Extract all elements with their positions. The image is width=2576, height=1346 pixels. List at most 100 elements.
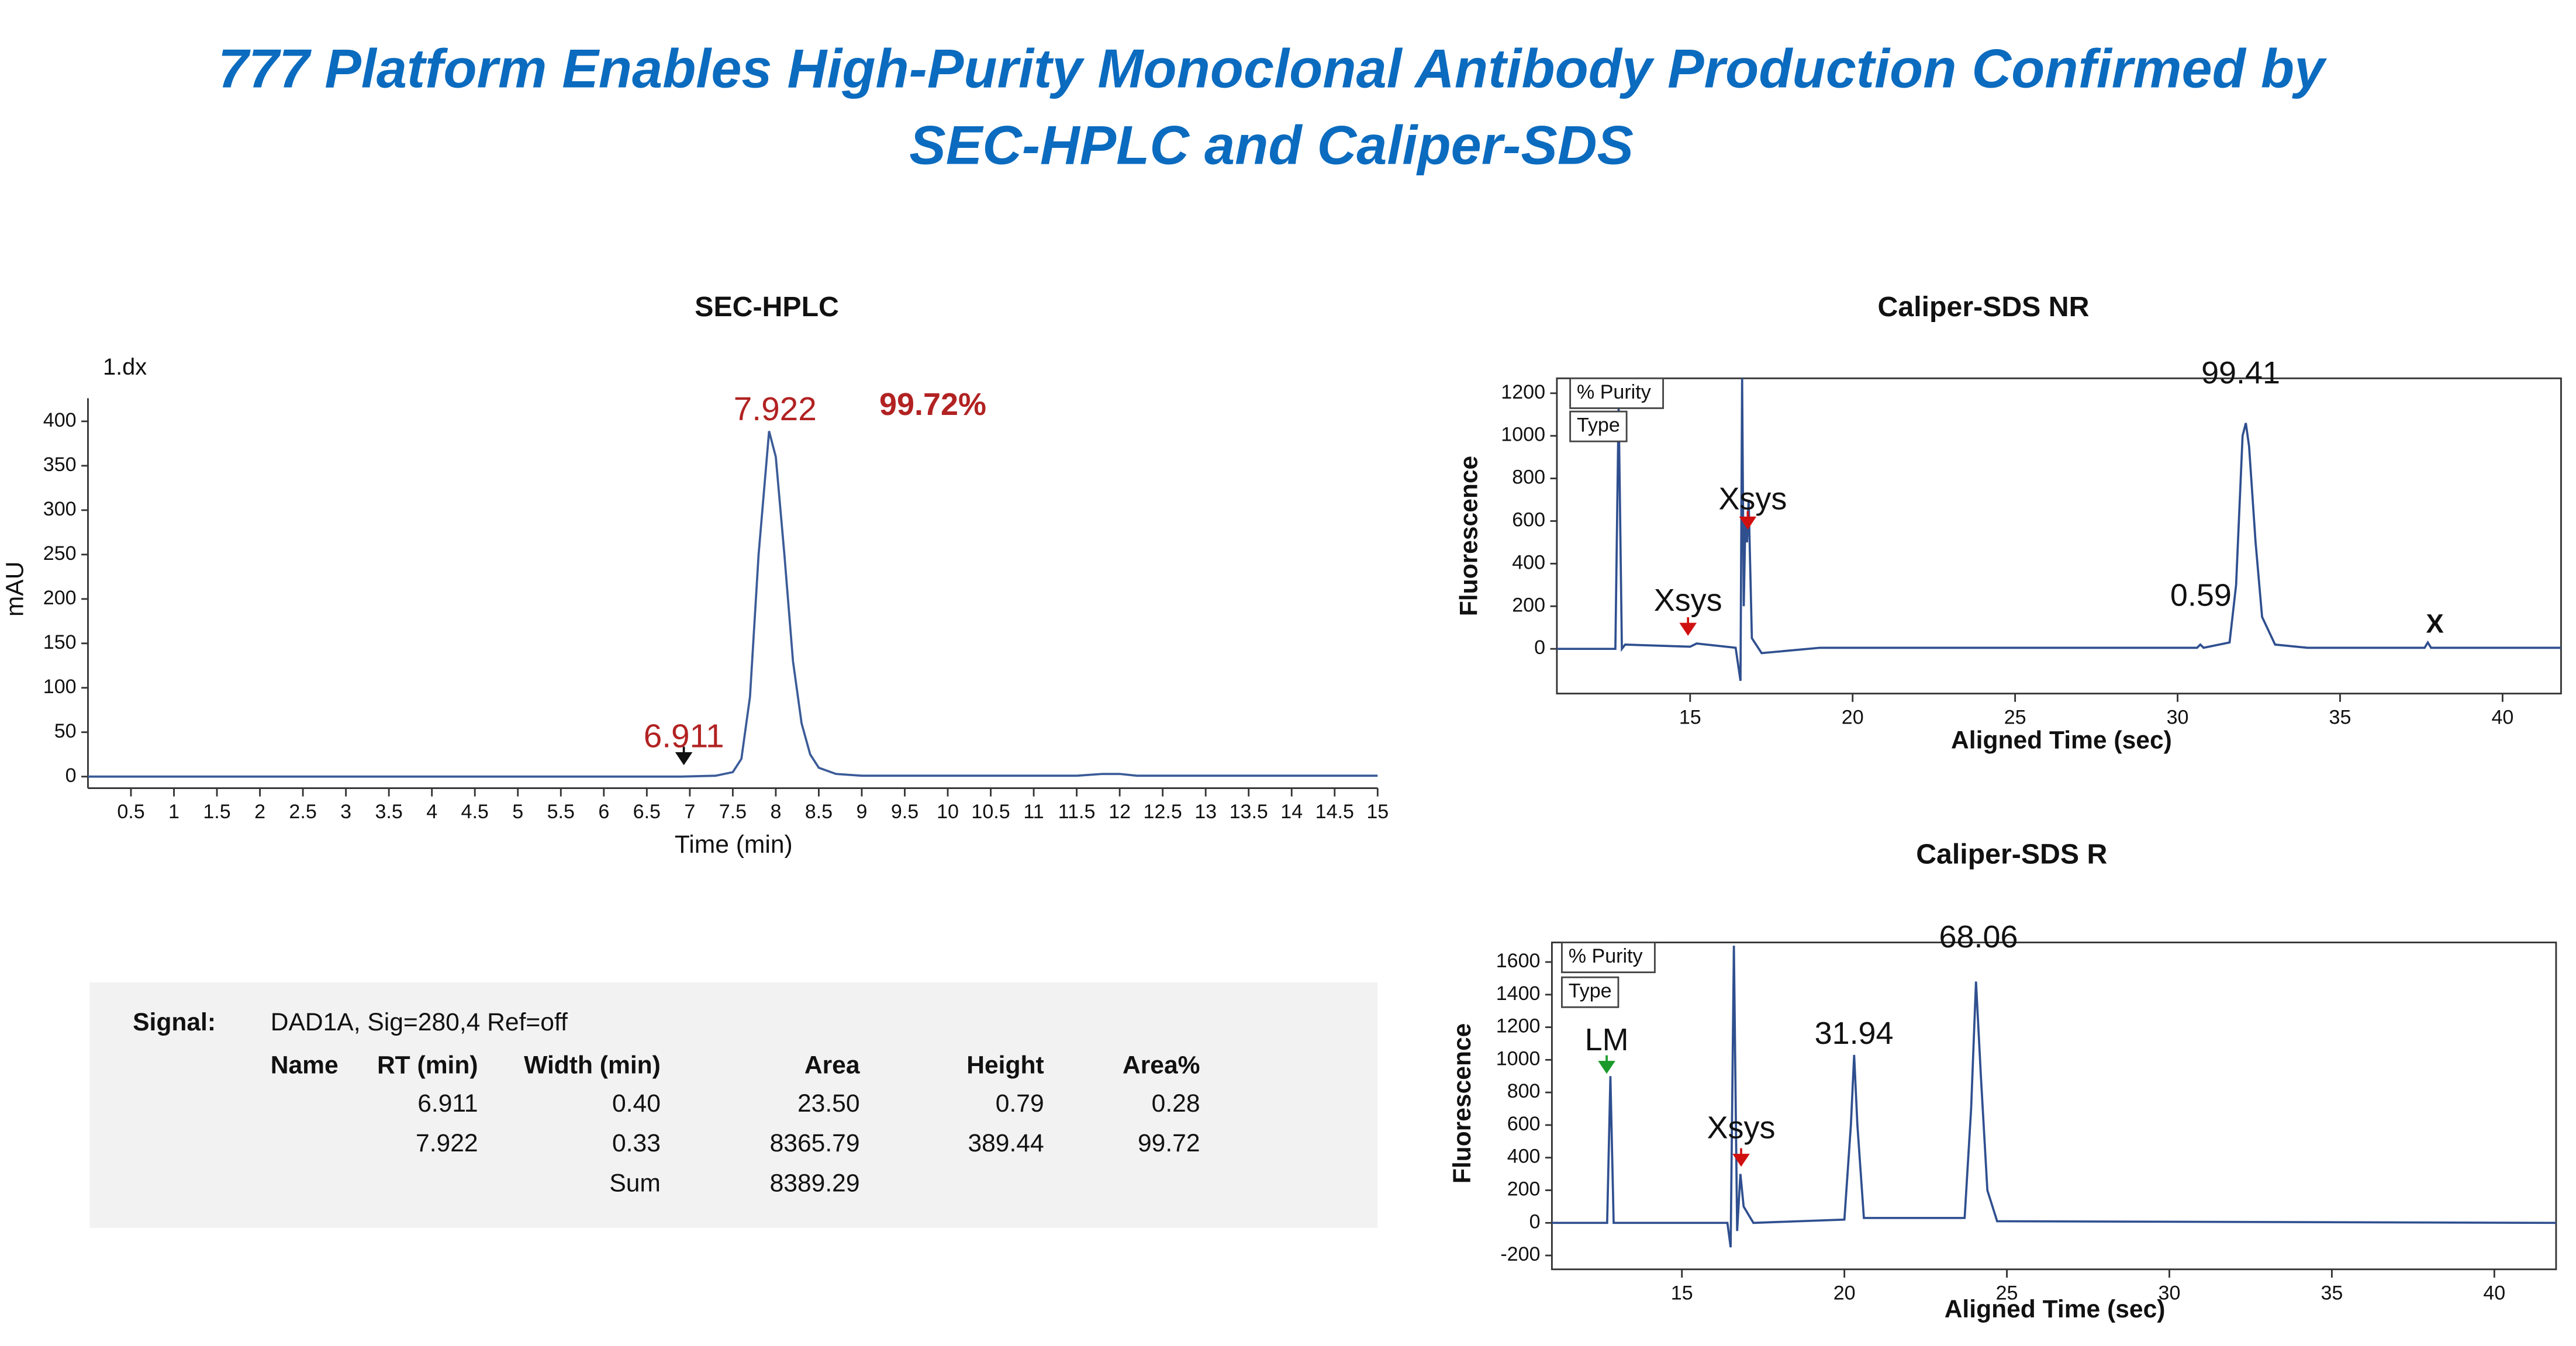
y-tick-label: 400 [1507, 1146, 1541, 1168]
marker-arrow [1739, 511, 1757, 530]
marker-arrow [1598, 1055, 1615, 1074]
marker-arrow [1732, 1148, 1750, 1167]
y-tick-label: 0 [1534, 636, 1545, 659]
x-tick-label: 5 [512, 801, 523, 823]
chart-title: SEC-HPLC [695, 291, 839, 323]
x-tick-label: 7 [684, 801, 695, 823]
y-tick-label: 400 [1512, 551, 1545, 573]
x-tick-label: 9.5 [891, 801, 918, 823]
x-tick-label: 8.5 [805, 801, 833, 823]
x-tick-label: 11.5 [1058, 801, 1096, 823]
y-tick-label: 350 [43, 454, 77, 476]
y-tick-label: 600 [1512, 508, 1545, 531]
x-tick-label: 30 [2167, 706, 2189, 728]
table-cell: 99.72 [1138, 1129, 1200, 1157]
legend-box [1569, 410, 1628, 442]
table-header: Height [966, 1051, 1044, 1079]
x-tick-label: 13 [1194, 801, 1217, 823]
y-tick-label: 200 [1512, 594, 1545, 616]
x-tick-label: 3 [340, 801, 351, 823]
x-tick-label: 8 [770, 801, 781, 823]
x-tick-label: 40 [2491, 706, 2513, 728]
y-tick-label: -200 [1500, 1243, 1540, 1265]
y-tick-label: 1200 [1501, 381, 1545, 403]
table-cell: 0.79 [996, 1089, 1044, 1117]
y-tick-label: 0 [1529, 1210, 1541, 1233]
x-tick-label: 6.5 [633, 801, 661, 823]
x-tick-label: 10.5 [971, 801, 1010, 823]
y-tick-label: 0 [65, 764, 77, 787]
main-title: 777 Platform Enables High-Purity Monoclo… [218, 38, 2327, 99]
table-header: RT (min) [377, 1051, 478, 1079]
legend-box-label: Type [1577, 414, 1620, 437]
file-label: 1.dx [103, 354, 147, 380]
y-tick-label: 50 [54, 720, 77, 742]
x-tick-label: 4.5 [461, 801, 489, 823]
legend-box [1569, 377, 1665, 409]
x-tick-label: 2.5 [289, 801, 316, 823]
x-tick-label: 15 [1679, 706, 1701, 728]
y-axis-label: mAU [1, 562, 29, 617]
x-tick-label: 35 [2321, 1282, 2343, 1304]
annotation: 31.94 [1815, 1016, 1894, 1051]
annotation: 7.922 [734, 391, 817, 428]
annotation: X [2426, 608, 2444, 638]
annotation: 68.06 [1939, 919, 2018, 954]
x-tick-label: 20 [1833, 1282, 1856, 1304]
x-tick-label: 9 [856, 801, 867, 823]
x-tick-label: 15 [1671, 1282, 1693, 1304]
table-header: Area [804, 1051, 860, 1079]
plot-frame [1551, 942, 2557, 1271]
plot-frame [1556, 377, 2562, 695]
annotation: Xsys [1654, 583, 1722, 618]
table-cell: 7.922 [416, 1129, 478, 1157]
y-tick-label: 300 [43, 498, 77, 520]
y-tick-label: 400 [43, 409, 77, 431]
y-tick-label: 1600 [1496, 950, 1541, 972]
y-tick-label: 200 [43, 587, 77, 609]
table-cell: 23.50 [797, 1089, 860, 1117]
x-tick-label: 4 [426, 801, 437, 823]
table-header: Width (min) [524, 1051, 661, 1079]
y-tick-label: 800 [1507, 1080, 1541, 1102]
table-sum-label: Sum [609, 1169, 661, 1197]
trace [88, 431, 1378, 778]
annotation: Xsys [1707, 1110, 1776, 1146]
table-cell: 8365.79 [770, 1129, 860, 1157]
x-tick-label: 0.5 [117, 801, 144, 823]
table-cell: 0.33 [612, 1129, 661, 1157]
legend-box [1561, 976, 1620, 1008]
y-tick-label: 150 [43, 631, 77, 653]
x-tick-label: 20 [1842, 706, 1864, 728]
legend-box [1561, 942, 1656, 974]
y-tick-label: 1400 [1496, 982, 1541, 1005]
y-tick-label: 600 [1507, 1113, 1541, 1135]
x-tick-label: 3.5 [375, 801, 402, 823]
x-tick-label: 14 [1280, 801, 1303, 823]
x-tick-label: 12.5 [1144, 801, 1182, 823]
table-header: Name [271, 1051, 339, 1079]
trace [1552, 946, 2556, 1248]
y-tick-label: 200 [1507, 1178, 1541, 1200]
x-tick-label: 35 [2329, 706, 2351, 728]
table-cell: 0.40 [612, 1089, 661, 1117]
table-cell: 389.44 [968, 1129, 1044, 1157]
table-header: Area% [1123, 1051, 1200, 1079]
x-tick-label: 10 [937, 801, 959, 823]
x-tick-label: 11 [1023, 801, 1044, 823]
y-tick-label: 100 [43, 676, 77, 698]
annotation: 99.72% [879, 387, 986, 422]
signal-label: Signal: [133, 1008, 216, 1036]
annotation: 0.59 [2170, 577, 2232, 613]
marker-arrow [675, 746, 693, 766]
x-axis-label: Aligned Time (sec) [1951, 726, 2172, 754]
annotation: 99.41 [2201, 355, 2280, 390]
annotation: Xsys [1718, 482, 1787, 517]
y-tick-label: 1000 [1501, 424, 1545, 446]
signal-value: DAD1A, Sig=280,4 Ref=off [271, 1008, 568, 1036]
chart-title: Caliper-SDS NR [1878, 291, 2090, 323]
x-tick-label: 30 [2159, 1282, 2181, 1304]
table-sum-area: 8389.29 [770, 1169, 860, 1197]
x-tick-label: 40 [2483, 1282, 2505, 1304]
